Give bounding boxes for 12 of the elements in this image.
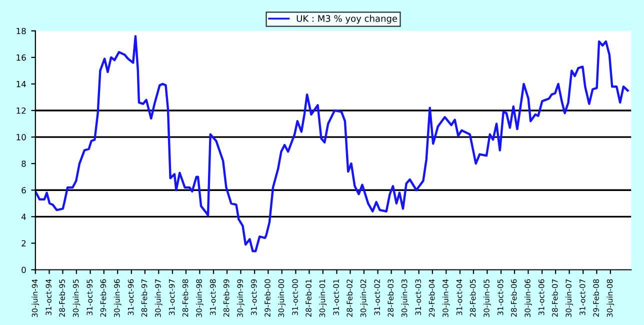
y-tick-label: 10 xyxy=(16,134,26,140)
y-tick-label: 0 xyxy=(22,266,26,274)
legend-label: UK : M3 % yoy change xyxy=(296,14,398,24)
y-tick-label: 2 xyxy=(22,240,26,246)
y-tick-label: 14 xyxy=(16,81,26,88)
y-tick-label: 16 xyxy=(16,54,26,61)
y-tick-label: 4 xyxy=(22,214,26,220)
y-tick-label: 8 xyxy=(22,160,26,167)
y-tick-label: 6 xyxy=(22,187,26,194)
y-tick-label: 12 xyxy=(16,107,26,114)
y-tick-label: 18 xyxy=(16,28,26,34)
line-series xyxy=(35,35,629,252)
